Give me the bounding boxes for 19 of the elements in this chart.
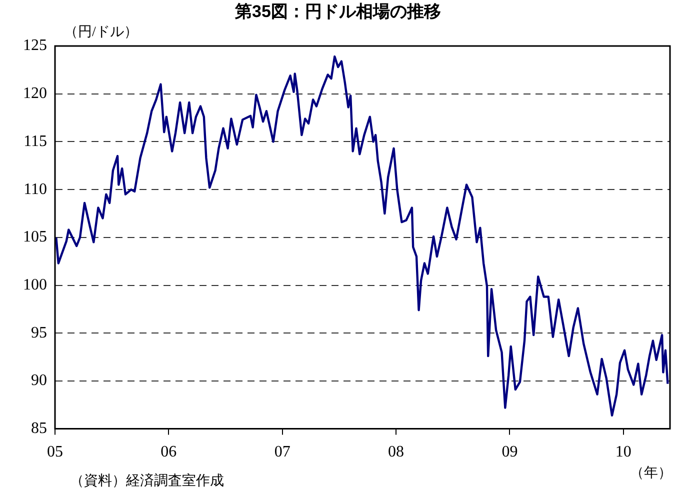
chart-title: 第35図：円ドル相場の推移 bbox=[234, 1, 442, 23]
y-tick-label: 85 bbox=[31, 420, 47, 438]
text: （資料）経済調査室作成 bbox=[70, 472, 224, 490]
x-tick-label: 10 bbox=[615, 444, 632, 461]
y-tick-label: 90 bbox=[31, 372, 47, 390]
y-axis-title: （円/ドル） bbox=[64, 24, 138, 41]
x-tick-label: 07 bbox=[274, 444, 290, 461]
x-tick-label: 08 bbox=[388, 444, 404, 461]
y-tick-label: 110 bbox=[24, 180, 47, 198]
y-tick-label: 120 bbox=[23, 85, 47, 102]
x-axis-title: （年） bbox=[630, 464, 672, 482]
x-tick-label: 05 bbox=[47, 444, 63, 461]
x-tick-label: 09 bbox=[502, 444, 518, 461]
y-tick-label: 95 bbox=[31, 324, 47, 342]
x-tick-label: 06 bbox=[160, 444, 177, 461]
y-tick-label: 105 bbox=[23, 228, 47, 246]
y-tick-label: 100 bbox=[23, 276, 47, 294]
y-tick-label: 115 bbox=[24, 132, 47, 150]
y-tick-label: 125 bbox=[23, 37, 47, 54]
